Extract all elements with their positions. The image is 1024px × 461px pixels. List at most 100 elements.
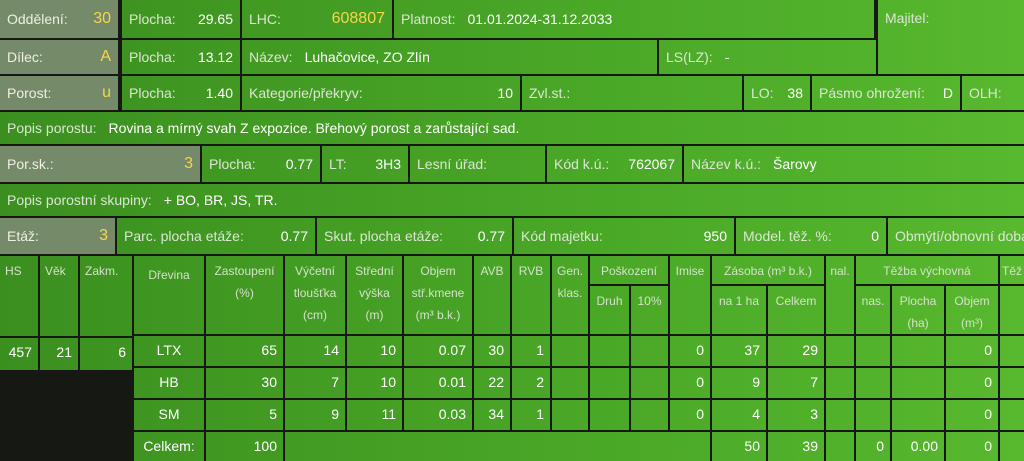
field: Plocha: 0.77 — [202, 146, 320, 182]
field-label: Kód k.ú.: — [554, 156, 610, 172]
column-header: Objem stř.kmene (m³ b.k.) — [404, 256, 472, 334]
total-cell: 50 — [712, 432, 766, 461]
table-cell: 1 — [512, 400, 550, 430]
column-header: AVB — [474, 256, 510, 334]
field-value: 0.77 — [285, 156, 313, 172]
column-header: Plocha (ha) — [892, 286, 944, 334]
table-cell: 37 — [712, 336, 766, 366]
column-header: Gen. klas. — [552, 256, 588, 334]
field: Etáž: 3 — [0, 218, 115, 254]
column-header: Objem (m³) — [946, 286, 998, 334]
field: Kód k.ú.: 762067 — [547, 146, 682, 182]
table-cell: 0.07 — [404, 336, 472, 366]
field-label: Plocha: — [129, 85, 176, 101]
field-value: 3 — [99, 227, 108, 244]
table-cell — [552, 336, 588, 366]
field: Název k.ú.: Šarovy — [684, 146, 1024, 182]
stand-header: Zakm. — [80, 256, 132, 336]
field: OLH: — [962, 76, 1024, 110]
table-cell — [892, 368, 944, 398]
field-value: 762067 — [628, 156, 675, 172]
table-cell: 4 — [712, 400, 766, 430]
field: Název: Luhačovice, ZO Zlín — [242, 40, 657, 74]
group-header: Poškození — [590, 256, 668, 284]
total-cell: 0.00 — [892, 432, 944, 461]
field-label: LO: — [751, 85, 774, 101]
column-header: Imise — [670, 256, 710, 334]
field-label: Kategorie/překryv: — [249, 85, 363, 101]
total-cell — [285, 432, 710, 461]
field-value: D — [942, 85, 953, 101]
field-value: Šarovy — [773, 156, 817, 172]
field: Parc. plocha etáže: 0.77 — [117, 218, 315, 254]
table-cell: 30 — [206, 368, 283, 398]
table-cell: 0 — [946, 368, 998, 398]
table-cell: 11 — [347, 400, 402, 430]
column-header: 10% — [631, 286, 668, 334]
field-value: Rovina a mírný svah Z expozice. Břehový … — [108, 120, 520, 136]
field-label: Model. těž. %: — [743, 228, 832, 244]
field-label: Porost: — [7, 85, 52, 101]
table-cell: 5 — [206, 400, 283, 430]
column-header: Druh — [590, 286, 629, 334]
table-cell: 7 — [768, 368, 824, 398]
field: LO: 38 — [744, 76, 810, 110]
field-label: Lesní úřad: — [417, 156, 488, 172]
table-cell: 29 — [768, 336, 824, 366]
field-label: Majitel: — [885, 10, 930, 26]
field-value: 13.12 — [197, 49, 233, 65]
table-cell — [826, 336, 854, 366]
column-header: Výčetní tloušťka (cm) — [285, 256, 345, 334]
stand-value: 21 — [40, 338, 78, 370]
table-cell: 0 — [946, 336, 998, 366]
field-value: 3 — [184, 155, 193, 172]
table-cell — [826, 400, 854, 430]
column-header — [1000, 286, 1024, 334]
field-value: 1.40 — [205, 85, 233, 101]
field-value: + BO, BR, JS, TR. — [163, 192, 278, 208]
table-cell: 10 — [347, 368, 402, 398]
table-cell: 10 — [347, 336, 402, 366]
table-cell — [1000, 336, 1024, 366]
table-cell: 0 — [670, 336, 710, 366]
field-label: Parc. plocha etáže: — [124, 228, 244, 244]
table-cell: 0 — [946, 400, 998, 430]
field: Por.sk.: 3 — [0, 146, 200, 182]
field: Plocha: 1.40 — [122, 76, 240, 110]
field-value: 3H3 — [375, 156, 401, 172]
table-cell: 7 — [285, 368, 345, 398]
field-label: Plocha: — [129, 11, 176, 27]
field-label: Název k.ú.: — [691, 156, 762, 172]
total-cell: 0 — [856, 432, 890, 461]
stand-value: 6 — [80, 338, 132, 370]
group-header: Těž — [1000, 256, 1024, 284]
table-cell — [892, 400, 944, 430]
column-header: nas. — [856, 286, 890, 334]
table-cell — [826, 368, 854, 398]
field-label: Platnost: — [401, 11, 456, 27]
total-cell: 100 — [206, 432, 283, 461]
field: Model. těž. %: 0 — [736, 218, 886, 254]
field-label: OLH: — [969, 85, 1002, 101]
table-cell — [552, 400, 588, 430]
field: Plocha: 13.12 — [122, 40, 240, 74]
table-cell — [590, 400, 629, 430]
table-cell: 0.03 — [404, 400, 472, 430]
table-cell — [590, 336, 629, 366]
table-cell: 34 — [474, 400, 510, 430]
field-value: 10 — [497, 85, 513, 101]
field-label: Skut. plocha etáže: — [324, 228, 444, 244]
table-cell: 9 — [285, 400, 345, 430]
field: Lesní úřad: — [410, 146, 545, 182]
field-value: - — [724, 49, 730, 65]
stand-header: Věk — [40, 256, 78, 336]
table-cell — [892, 336, 944, 366]
table-cell: 0.01 — [404, 368, 472, 398]
field-label: Kód majetku: — [521, 228, 603, 244]
table-cell: 1 — [512, 336, 550, 366]
column-header: Zastoupení (%) — [206, 256, 283, 334]
table-cell — [856, 336, 890, 366]
field-value: 608807 — [331, 10, 385, 27]
column-header: nal. — [826, 256, 854, 334]
field-label: Plocha: — [209, 156, 256, 172]
